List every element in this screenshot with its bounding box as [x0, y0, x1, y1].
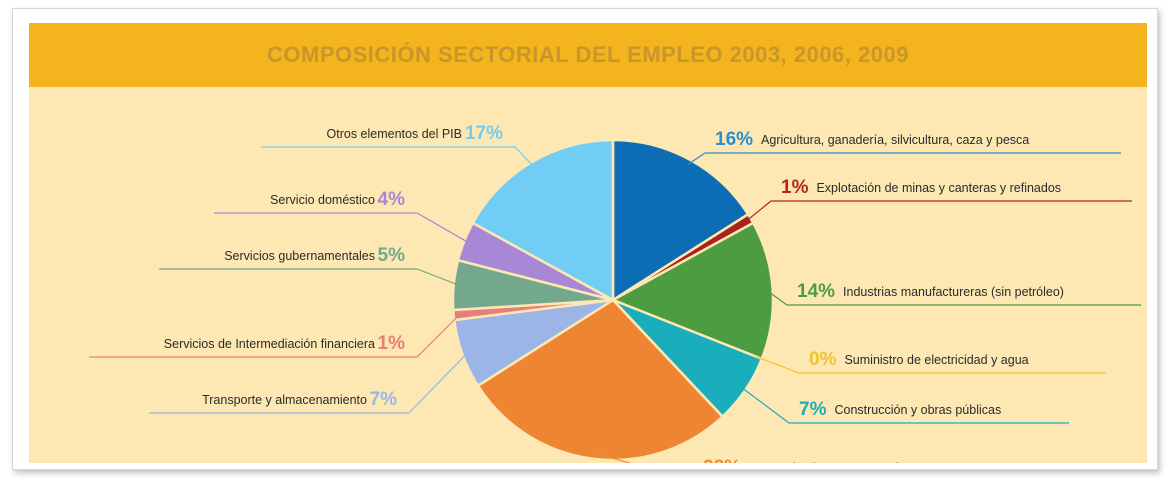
- slice-percent: 4%: [378, 189, 406, 210]
- slice-percent: 5%: [378, 245, 406, 266]
- slice-percent: 7%: [799, 399, 827, 420]
- leader-line: [766, 289, 1141, 306]
- leader-line: [755, 356, 1106, 374]
- slice-label: Servicio doméstico: [270, 193, 375, 207]
- slice-label: Comercio al por mayor y al por menor: [749, 461, 959, 463]
- leader-line: [686, 152, 1121, 166]
- chart-title: COMPOSICIÓN SECTORIAL DEL EMPLEO 2003, 2…: [267, 42, 909, 67]
- slice-label: Industrias manufactureras (sin petróleo): [843, 285, 1064, 299]
- slice-label: Explotación de minas y canteras y refina…: [816, 181, 1061, 195]
- slice-label-group: 14% Industrias manufactureras (sin petról…: [766, 281, 1141, 306]
- leader-line: [745, 200, 1132, 223]
- slice-label-group: 28% Comercio al por mayor y al por menor: [593, 452, 959, 463]
- leader-line: [89, 314, 461, 358]
- leader-line: [159, 268, 460, 287]
- slice-label-group: 5%Servicios gubernamentales: [159, 245, 460, 287]
- slice-percent: 7%: [370, 389, 398, 410]
- leader-line: [149, 351, 469, 414]
- slice-percent: 14%: [797, 281, 835, 302]
- slice-label: Otros elementos del PIB: [327, 127, 462, 141]
- slice-label: Servicios de Intermediación financiera: [164, 337, 375, 351]
- pie-slice: [611, 138, 750, 303]
- slice-percent: 28%: [703, 457, 741, 463]
- chart-frame: COMPOSICIÓN SECTORIAL DEL EMPLEO 2003, 2…: [12, 8, 1158, 470]
- slice-label: Transporte y almacenamiento: [202, 393, 367, 407]
- slice-label-group: 16% Agricultura, ganadería, silvicultura,…: [686, 129, 1121, 166]
- title-bar: COMPOSICIÓN SECTORIAL DEL EMPLEO 2003, 2…: [29, 23, 1147, 87]
- slice-percent: 1%: [378, 333, 406, 354]
- leader-line: [214, 212, 471, 244]
- slice-label: Construcción y obras públicas: [834, 403, 1001, 417]
- slice-label-group: 4%Servicio doméstico: [214, 189, 471, 244]
- slice-label-group: 0% Suministro de electricidad y agua: [755, 349, 1106, 374]
- pie-slice: [471, 138, 615, 303]
- slice-label-group: 17%Otros elementos del PIB: [261, 123, 536, 168]
- slice-percent: 1%: [781, 177, 809, 198]
- slice-percent: 17%: [465, 123, 503, 144]
- leader-line: [740, 386, 1069, 424]
- leader-line: [593, 452, 632, 463]
- slice-label: Agricultura, ganadería, silvicultura, ca…: [761, 133, 1029, 147]
- slice-label: Servicios gubernamentales: [224, 249, 375, 263]
- pie-slice: [610, 221, 775, 361]
- pie-chart: 16% Agricultura, ganadería, silvicultura,…: [89, 123, 1141, 463]
- chart-panel: COMPOSICIÓN SECTORIAL DEL EMPLEO 2003, 2…: [29, 23, 1147, 463]
- slice-label: Suministro de electricidad y agua: [844, 353, 1028, 367]
- slice-label-group: 7%Transporte y almacenamiento: [149, 351, 469, 414]
- slice-percent: 0%: [809, 349, 837, 370]
- pie-slice: [476, 298, 725, 462]
- slice-label-group: 7% Construcción y obras públicas: [740, 386, 1069, 424]
- slice-label-group: 1%Servicios de Intermediación financiera: [89, 314, 461, 358]
- slice-percent: 16%: [715, 129, 753, 150]
- slice-label-group: 1% Explotación de minas y canteras y refi…: [745, 177, 1132, 223]
- leader-line: [261, 146, 536, 168]
